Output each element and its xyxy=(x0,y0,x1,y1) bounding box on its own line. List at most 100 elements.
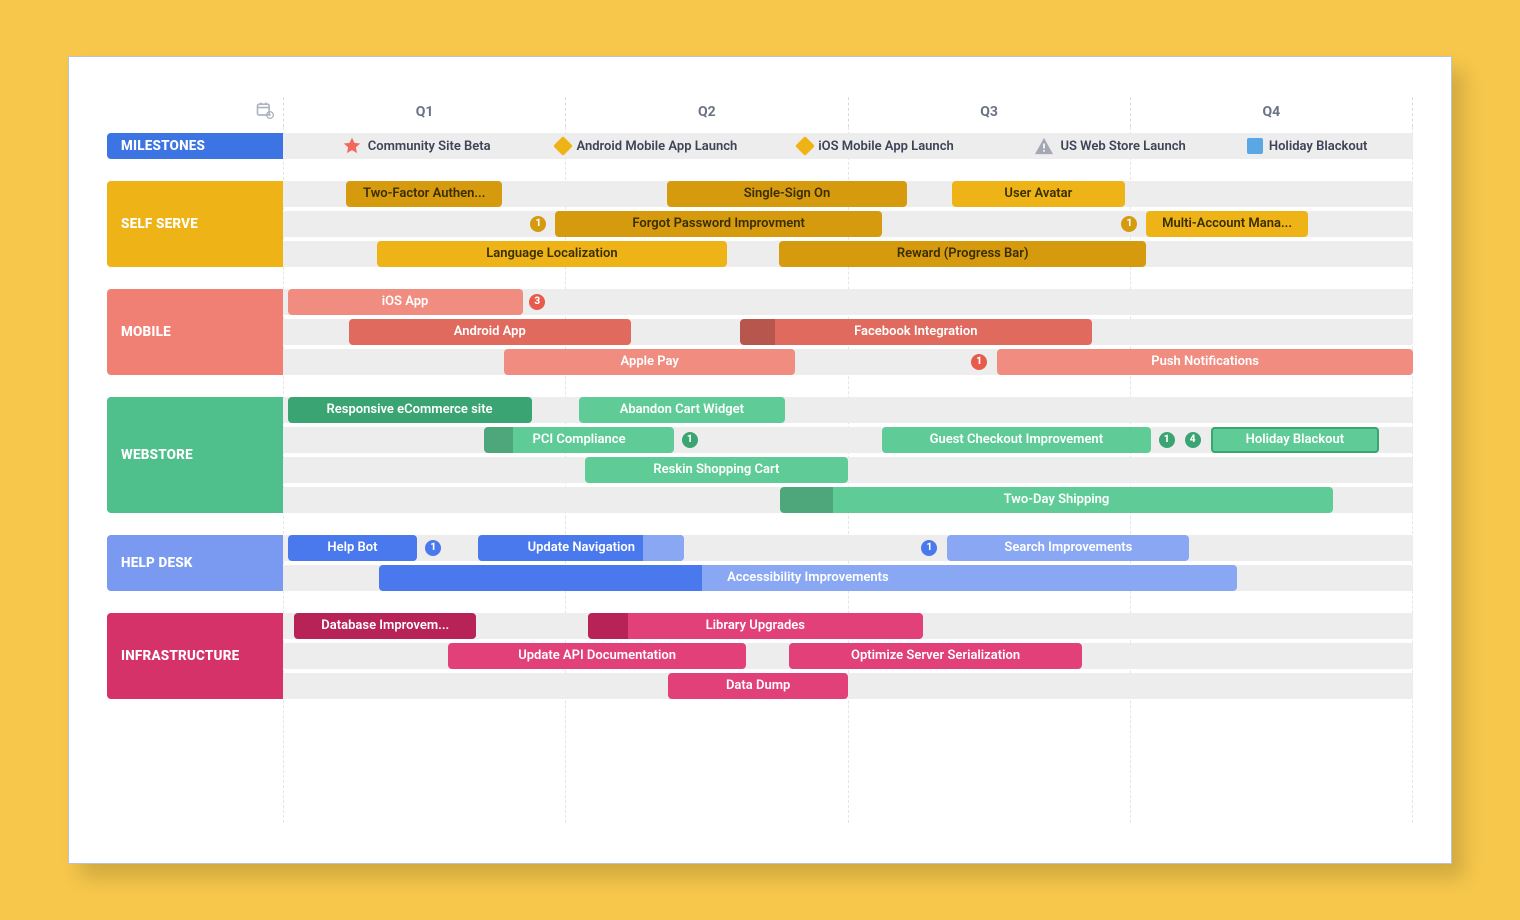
diamond-icon xyxy=(798,139,812,153)
milestones-label-text: MILESTONES xyxy=(121,138,205,154)
task-bar[interactable]: Update Navigation xyxy=(478,535,684,561)
lane-infra: INFRASTRUCTURE Database Improvem... Librar… xyxy=(107,613,1413,699)
task-label: Two-Day Shipping xyxy=(1004,492,1110,507)
lane-row: PCI Compliance 1 Guest Checkout Improvemen… xyxy=(283,427,1413,453)
milestones-rows: Community Site Beta Android Mobile App La… xyxy=(283,133,1413,159)
task-bar[interactable]: Library Upgrades xyxy=(588,613,922,639)
task-label: PCI Compliance xyxy=(533,432,626,447)
lane-row: Data Dump xyxy=(283,673,1413,699)
diamond-icon xyxy=(556,139,570,153)
calendar-settings-icon[interactable] xyxy=(255,100,275,125)
task-bar[interactable]: Guest Checkout Improvement xyxy=(882,427,1151,453)
task-bar[interactable]: Language Localization xyxy=(377,241,727,267)
task-label: Two-Factor Authen... xyxy=(363,186,485,201)
lanes-container: SELF SERVE Two-Factor Authen... Single-Sig… xyxy=(107,181,1413,699)
task-bar[interactable]: Help Bot xyxy=(288,535,418,561)
lane-selfserve: SELF SERVE Two-Factor Authen... Single-Sig… xyxy=(107,181,1413,267)
progress-overlay xyxy=(780,487,832,513)
lane-rows-helpdesk: Help Bot 1 Update Navigation 1 Search Improv… xyxy=(283,535,1413,591)
roadmap-chart: Q1Q2Q3Q4 MILESTONES Community Site Beta A… xyxy=(107,97,1413,823)
dependency-badge[interactable]: 1 xyxy=(682,432,698,448)
dependency-badge[interactable]: 1 xyxy=(971,354,987,370)
milestone-label: Holiday Blackout xyxy=(1269,139,1367,154)
task-bar[interactable]: Accessibility Improvements xyxy=(379,565,1237,591)
milestone-community-beta[interactable]: Community Site Beta xyxy=(342,136,491,156)
task-bar[interactable]: Android App xyxy=(349,319,632,345)
task-bar[interactable]: Single-Sign On xyxy=(667,181,907,207)
task-label: Help Bot xyxy=(327,540,377,555)
task-bar[interactable]: Forgot Password Improvment xyxy=(555,211,882,237)
task-bar[interactable]: PCI Compliance xyxy=(484,427,674,453)
milestone-label: Android Mobile App Launch xyxy=(576,139,737,154)
task-label: Forgot Password Improvment xyxy=(632,216,805,231)
task-bar[interactable]: iOS App xyxy=(288,289,523,315)
task-bar[interactable]: Multi-Account Mana... xyxy=(1146,211,1308,237)
task-label: Holiday Blackout xyxy=(1246,432,1344,447)
quarter-header: Q1Q2Q3Q4 xyxy=(283,97,1413,127)
lane-row: Language Localization Reward (Progress Ba… xyxy=(283,241,1413,267)
lane-mobile: MOBILEiOS App3Android AppFacebook Integr… xyxy=(107,289,1413,375)
milestone-label: US Web Store Launch xyxy=(1060,139,1185,154)
lane-row: Apple Pay 1 Push Notifications xyxy=(283,349,1413,375)
square-icon xyxy=(1247,138,1263,154)
task-label: Abandon Cart Widget xyxy=(620,402,744,417)
milestone-holiday-blackout[interactable]: Holiday Blackout xyxy=(1247,138,1367,154)
task-label: Reskin Shopping Cart xyxy=(653,462,779,477)
dependency-badge[interactable]: 4 xyxy=(1185,432,1201,448)
dependency-badge[interactable]: 1 xyxy=(1159,432,1175,448)
progress-overlay xyxy=(379,565,701,591)
task-label: User Avatar xyxy=(1004,186,1072,201)
quarter-q2: Q2 xyxy=(565,97,847,127)
lane-row: 1 Forgot Password Improvment 1 Multi-Accoun… xyxy=(283,211,1413,237)
milestone-ios-launch[interactable]: iOS Mobile App Launch xyxy=(798,139,953,154)
task-label: Android App xyxy=(454,324,526,339)
lane-label-selfserve: SELF SERVE xyxy=(107,181,283,267)
task-label: Update API Documentation xyxy=(518,648,676,663)
lane-label-text: INFRASTRUCTURE xyxy=(121,648,239,664)
lane-row: Two-Factor Authen... Single-Sign On User A… xyxy=(283,181,1413,207)
lane-label-text: SELF SERVE xyxy=(121,216,198,232)
quarter-q1: Q1 xyxy=(283,97,565,127)
progress-overlay xyxy=(588,613,628,639)
task-bar[interactable]: Two-Factor Authen... xyxy=(346,181,502,207)
task-label: Update Navigation xyxy=(528,540,635,555)
lane-row: Help Bot 1 Update Navigation 1 Search Improv… xyxy=(283,535,1413,561)
progress-overlay xyxy=(740,319,775,345)
task-bar[interactable]: Apple Pay xyxy=(504,349,794,375)
quarter-q4: Q4 xyxy=(1130,97,1413,127)
header-label-col xyxy=(107,100,283,125)
dependency-badge[interactable]: 1 xyxy=(530,216,546,232)
dependency-badge[interactable]: 3 xyxy=(529,294,545,310)
task-bar[interactable]: Reskin Shopping Cart xyxy=(585,457,848,483)
dependency-badge[interactable]: 1 xyxy=(425,540,441,556)
timeline-header: Q1Q2Q3Q4 xyxy=(107,97,1413,127)
milestone-label: iOS Mobile App Launch xyxy=(818,139,953,154)
task-bar[interactable]: Two-Day Shipping xyxy=(780,487,1333,513)
task-bar[interactable]: Responsive eCommerce site xyxy=(288,397,532,423)
dependency-badge[interactable]: 1 xyxy=(921,540,937,556)
task-bar[interactable]: Update API Documentation xyxy=(448,643,746,669)
task-label: Data Dump xyxy=(726,678,790,693)
task-label: Multi-Account Mana... xyxy=(1162,216,1292,231)
milestone-label: Community Site Beta xyxy=(368,139,491,154)
task-bar[interactable]: Database Improvem... xyxy=(294,613,476,639)
task-label: Optimize Server Serialization xyxy=(851,648,1020,663)
task-bar[interactable]: User Avatar xyxy=(952,181,1125,207)
task-bar[interactable]: Reward (Progress Bar) xyxy=(779,241,1146,267)
task-bar[interactable]: Optimize Server Serialization xyxy=(789,643,1082,669)
lane-row: Android App Facebook Integration xyxy=(283,319,1413,345)
milestone-android-launch[interactable]: Android Mobile App Launch xyxy=(556,139,737,154)
lane-label-infra: INFRASTRUCTURE xyxy=(107,613,283,699)
milestone-us-webstore[interactable]: US Web Store Launch xyxy=(1034,137,1185,155)
dependency-badge[interactable]: 1 xyxy=(1121,216,1137,232)
task-bar[interactable]: Holiday Blackout xyxy=(1211,427,1379,453)
task-bar[interactable]: Data Dump xyxy=(668,673,848,699)
task-bar[interactable]: Facebook Integration xyxy=(740,319,1093,345)
task-bar[interactable]: Push Notifications xyxy=(997,349,1413,375)
task-bar[interactable]: Search Improvements xyxy=(947,535,1189,561)
task-bar[interactable]: Abandon Cart Widget xyxy=(579,397,785,423)
milestones-label: MILESTONES xyxy=(107,133,283,159)
quarter-q3: Q3 xyxy=(848,97,1130,127)
milestone-strip: Community Site Beta Android Mobile App La… xyxy=(283,133,1413,159)
roadmap-panel: Q1Q2Q3Q4 MILESTONES Community Site Beta A… xyxy=(68,56,1452,864)
